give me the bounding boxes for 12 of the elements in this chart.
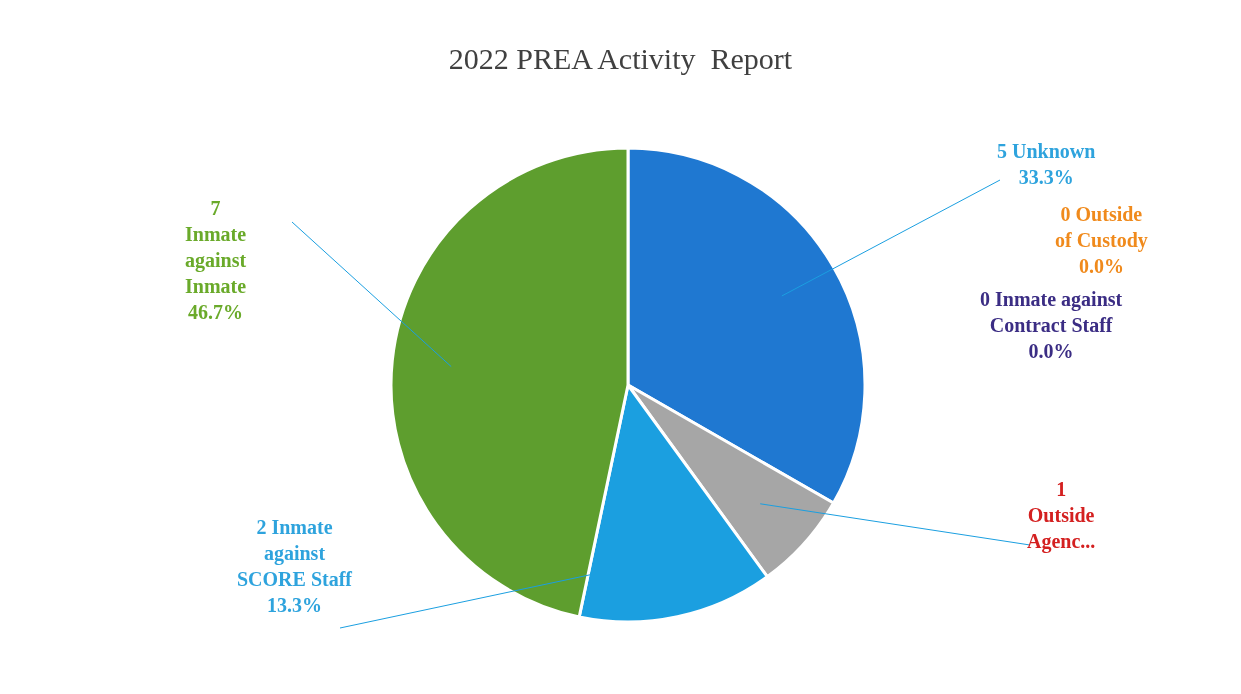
data-label: 13.3% [267, 594, 323, 616]
text: 0.0% [1078, 255, 1124, 277]
slice-label: 2 Inmate against SCORE Staff [237, 516, 353, 590]
category-label: 0 Outside of Custody [1055, 203, 1148, 251]
slice-label: 5 Unknown [997, 140, 1096, 162]
slice-label: 1 Outside Agenc... [1027, 478, 1096, 553]
slice-label: 7 Inmate against Inmate [185, 197, 247, 297]
data-label: 33.3% [1018, 166, 1074, 188]
chart-title: 2022 PREA Activity Report [448, 41, 793, 75]
category-label: 0 Inmate against Contract Staff [980, 288, 1123, 336]
data-label: 46.7% [188, 301, 244, 323]
text: 0.0% [1028, 340, 1074, 362]
